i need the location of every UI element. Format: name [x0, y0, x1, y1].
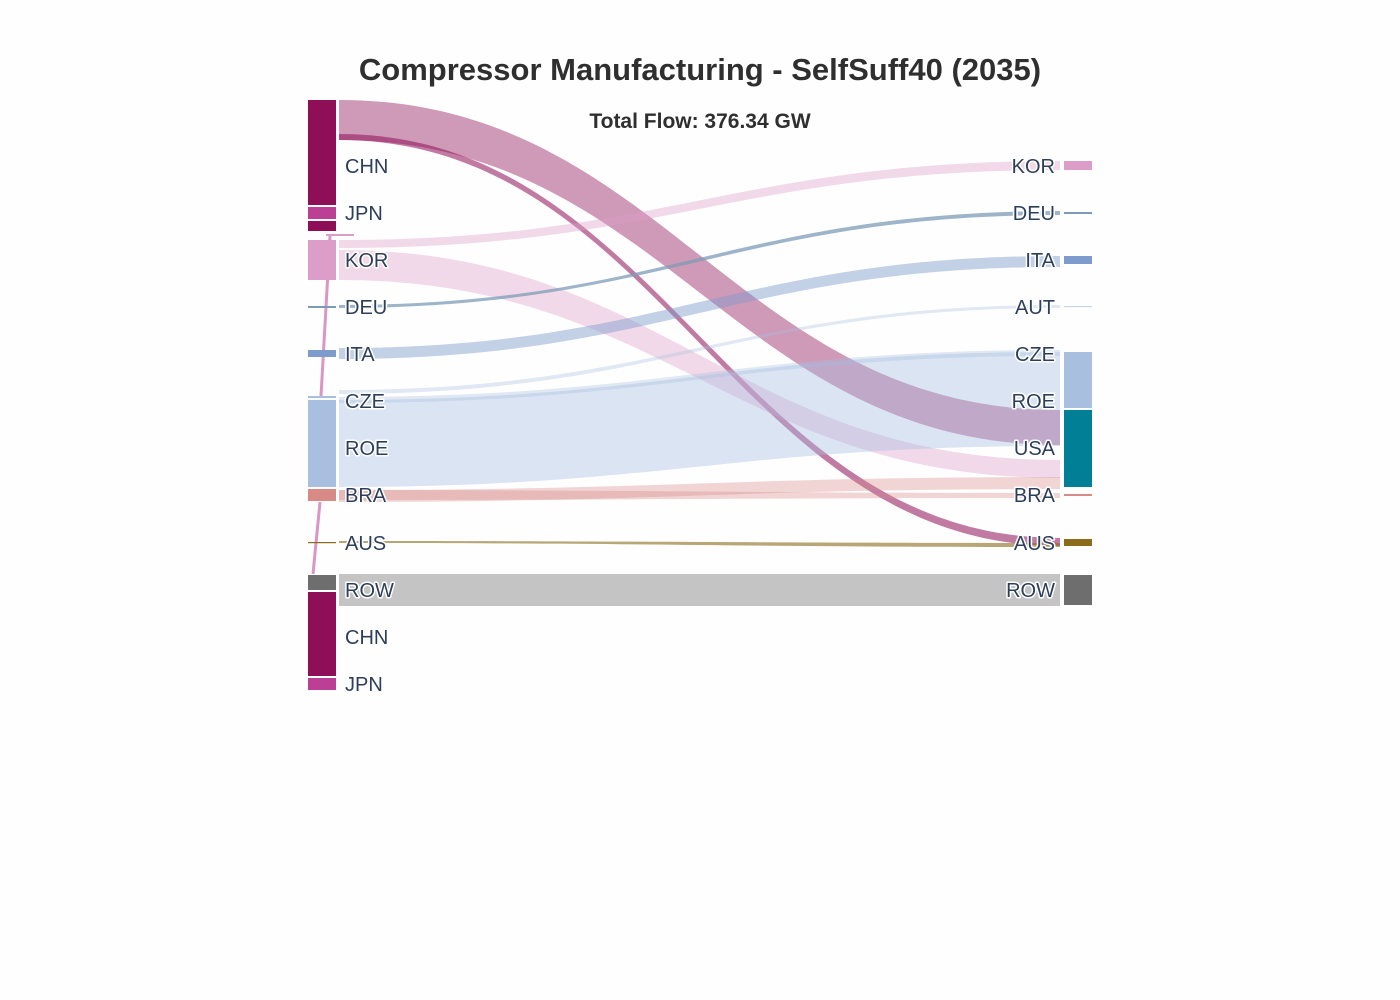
node-labels: CHN JPN KOR DEU ITA CZE ROE BRA AUS ROW CHN JPN KOR D…: [344, 155, 1058, 698]
label-l-cze: CZE: [345, 391, 385, 413]
flow-kor-to-kor[interactable]: [339, 161, 1060, 248]
node-l-jpn[interactable]: [308, 207, 336, 219]
node-l-chn[interactable]: [308, 100, 336, 205]
flow-chn-to-aus[interactable]: [339, 134, 1060, 546]
label-l-ita: ITA: [345, 344, 375, 366]
flow-ita-to-ita[interactable]: [339, 256, 1060, 359]
label-l-chn2: CHN: [345, 627, 388, 649]
node-l-kor-tick[interactable]: [326, 234, 354, 236]
node-r-aut[interactable]: [1064, 306, 1092, 308]
node-r-bra[interactable]: [1064, 494, 1092, 496]
node-l-chn2[interactable]: [308, 592, 336, 676]
node-r-row[interactable]: [1064, 575, 1092, 605]
node-r-ita[interactable]: [1064, 256, 1092, 264]
node-r-roe[interactable]: [1064, 352, 1092, 408]
label-r-ita: ITA: [1025, 250, 1055, 272]
label-r-aus: AUS: [1014, 533, 1055, 555]
node-bars: [308, 100, 1092, 690]
label-r-aut: AUT: [1015, 297, 1055, 319]
chart-title: Compressor Manufacturing - SelfSuff40 (2…: [359, 52, 1041, 87]
connector-line-2: [311, 501, 322, 575]
node-r-aus[interactable]: [1064, 539, 1092, 546]
flow-roe-to-cze[interactable]: [339, 350, 1060, 403]
label-l-bra: BRA: [345, 485, 387, 507]
label-l-aus: AUS: [345, 533, 386, 555]
label-l-chn: CHN: [345, 156, 388, 178]
label-r-cze: CZE: [1015, 344, 1055, 366]
label-l-jpn: JPN: [345, 203, 383, 225]
flow-bra-to-usa[interactable]: [339, 477, 1060, 502]
label-r-kor: KOR: [1012, 156, 1055, 178]
label-r-deu: DEU: [1013, 203, 1055, 225]
node-l-kor[interactable]: [308, 240, 336, 280]
node-l-jpn2[interactable]: [308, 678, 336, 690]
node-r-usa[interactable]: [1064, 410, 1092, 487]
node-l-cze[interactable]: [308, 396, 336, 398]
label-r-usa: USA: [1014, 438, 1056, 460]
label-l-row: ROW: [345, 580, 394, 602]
node-r-deu[interactable]: [1064, 212, 1092, 214]
label-r-row: ROW: [1006, 580, 1055, 602]
label-l-jpn2: JPN: [345, 674, 383, 696]
label-r-roe: ROE: [1012, 391, 1055, 413]
flow-bra-to-bra[interactable]: [339, 490, 1060, 500]
flow-roe-to-roe[interactable]: [339, 352, 1060, 487]
node-l-ita[interactable]: [308, 350, 336, 357]
flow-row-to-row[interactable]: [339, 574, 1060, 606]
label-l-kor: KOR: [345, 250, 388, 272]
flow-chn-to-usa[interactable]: [339, 100, 1060, 445]
flow-roe-to-aut[interactable]: [339, 305, 1060, 394]
flow-kor-to-usa[interactable]: [339, 250, 1060, 478]
node-l-roe[interactable]: [308, 400, 336, 487]
node-l-row[interactable]: [308, 575, 336, 590]
label-l-deu: DEU: [345, 297, 387, 319]
label-r-bra: BRA: [1014, 485, 1056, 507]
flow-deu-to-deu[interactable]: [339, 211, 1060, 308]
node-l-bra[interactable]: [308, 489, 336, 501]
node-l-deu[interactable]: [308, 306, 336, 308]
chart-subtitle: Total Flow: 376.34 GW: [589, 110, 810, 133]
node-r-kor[interactable]: [1064, 161, 1092, 170]
label-l-roe: ROE: [345, 438, 388, 460]
node-l-chn-extra[interactable]: [308, 221, 336, 231]
flow-aus-to-aus[interactable]: [339, 541, 1060, 547]
flow-links: [311, 100, 1060, 606]
node-l-aus[interactable]: [308, 542, 336, 544]
